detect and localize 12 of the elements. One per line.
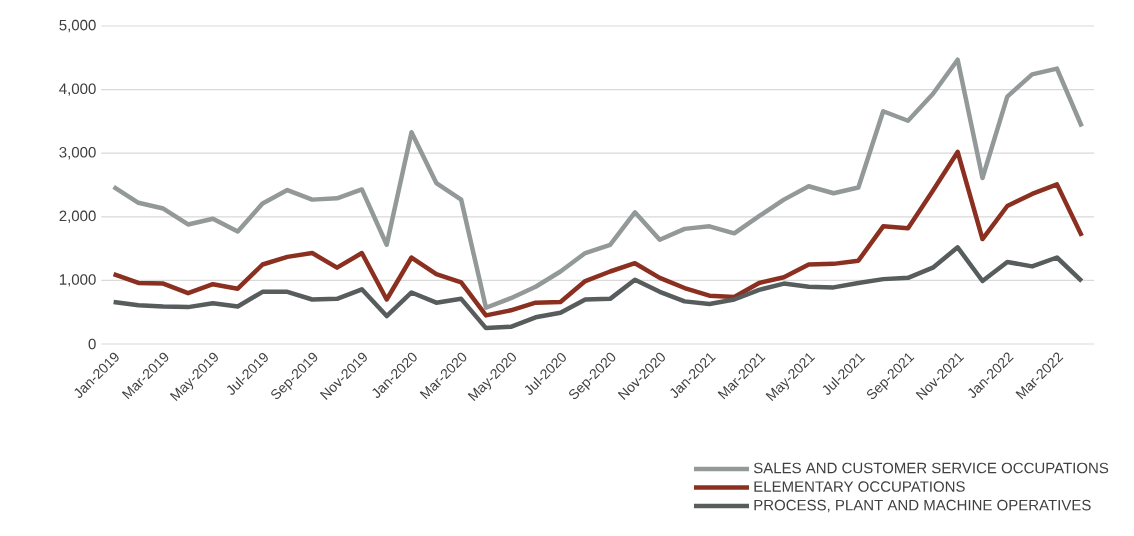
line-series [111, 149, 1085, 318]
y-tick-label: 3,000 [59, 147, 96, 160]
legend-label: PROCESS, PLANT AND MACHINE OPERATIVES [754, 499, 1091, 513]
y-tick-label: 4,000 [59, 83, 96, 96]
y-tick-label: 2,000 [59, 210, 96, 223]
legend-label: SALES AND CUSTOMER SERVICE OCCUPATIONS [753, 462, 1109, 474]
line-series [111, 57, 1085, 310]
legend-label: ELEMENTARY OCCUPATIONS [754, 481, 965, 492]
line-series [111, 245, 1085, 331]
y-tick-label: 1,000 [59, 274, 96, 287]
y-tick-label: 0 [88, 338, 96, 350]
y-tick-label: 5,000 [59, 19, 96, 33]
